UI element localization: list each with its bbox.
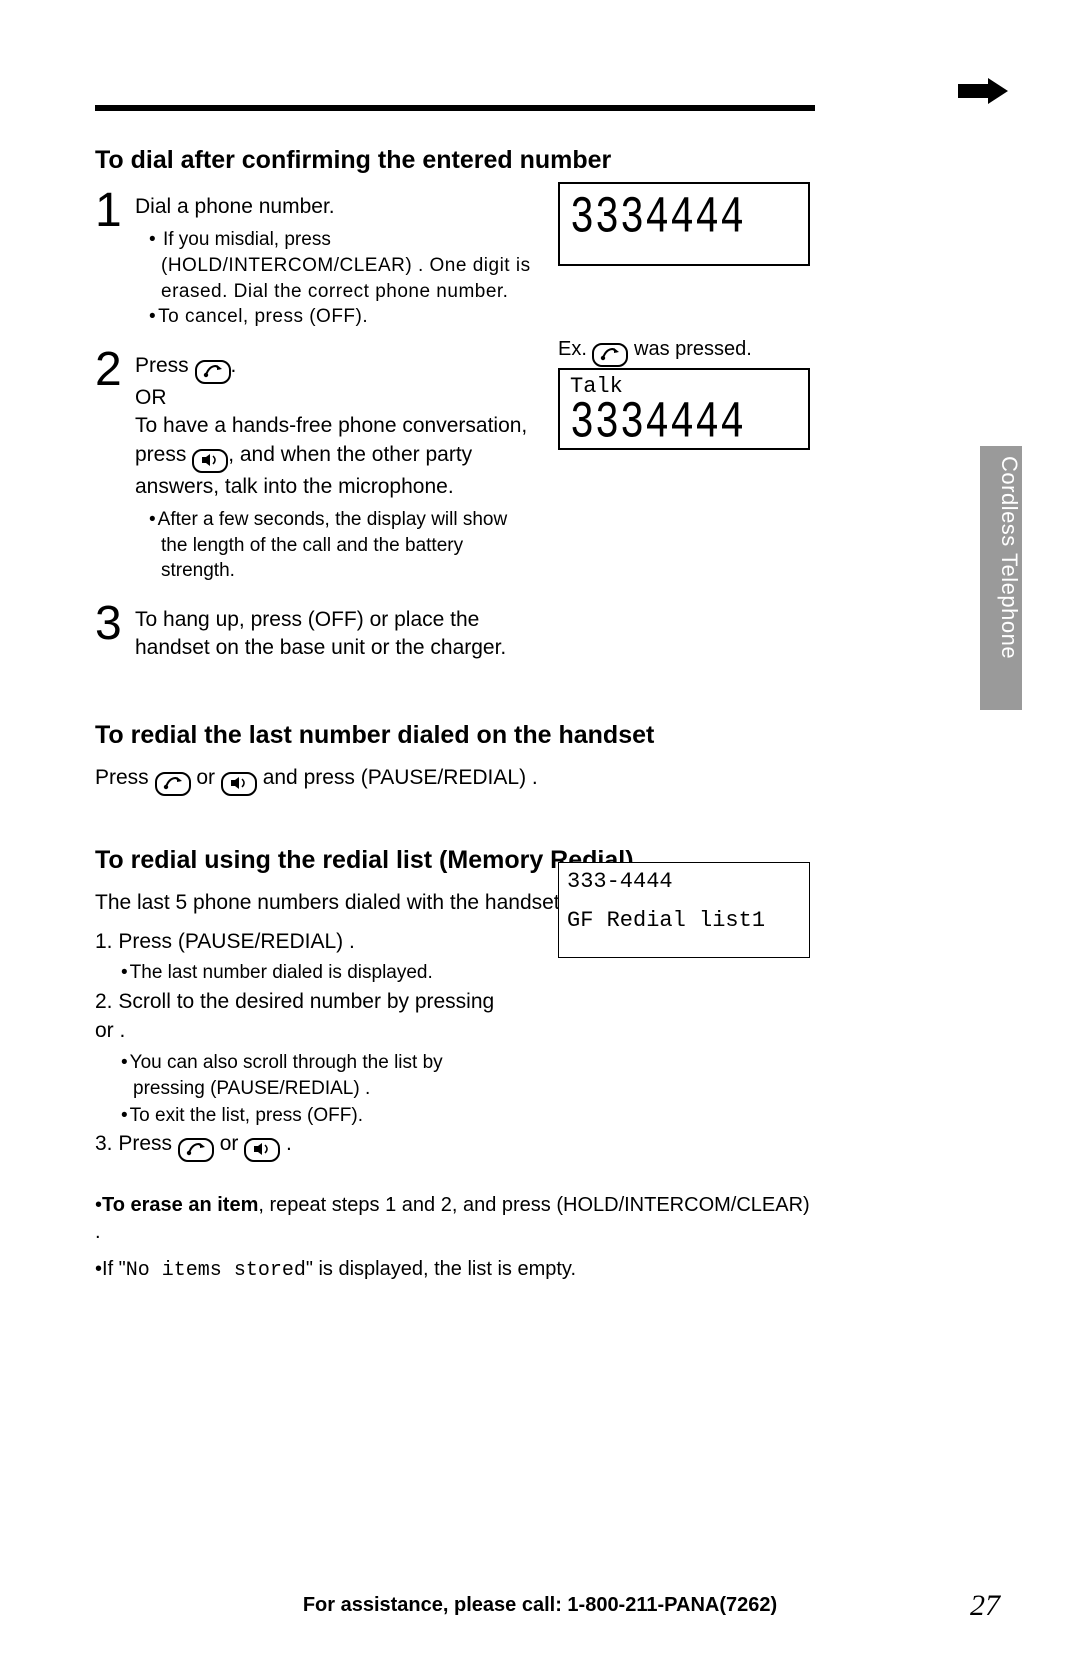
- step3-text: To hang up, press (OFF) or place the han…: [135, 606, 535, 663]
- step-1: 1 Dial a phone number. If you misdial, p…: [95, 189, 535, 330]
- step-number: 3: [95, 602, 135, 646]
- lcd-text: 3334444: [570, 395, 798, 454]
- text: or: [214, 1132, 244, 1155]
- step2-line1: Press .: [135, 352, 535, 384]
- text: (HOLD/INTERCOM/CLEAR) . One digit is era…: [161, 253, 535, 304]
- speaker-icon: [221, 772, 257, 796]
- section-side-tab: Cordless Telephone: [980, 446, 1022, 710]
- text: .: [231, 354, 237, 377]
- step-number: 1: [95, 189, 135, 233]
- example-label: Ex. was pressed.: [558, 338, 752, 367]
- text: If you misdial, press: [163, 229, 331, 250]
- speaker-icon: [244, 1138, 280, 1162]
- step-2: 2 Press . OR To have a hands-free phone …: [95, 348, 535, 584]
- step1-main: Dial a phone number.: [135, 193, 535, 221]
- next-page-arrow: [958, 78, 1008, 109]
- empty-note: •If "No items stored" is displayed, the …: [95, 1256, 815, 1284]
- lcd-text: GF Redial list1: [567, 908, 801, 933]
- erase-note: •To erase an item, repeat steps 1 and 2,…: [95, 1192, 815, 1246]
- text: Press: [135, 354, 195, 377]
- s3-step2: 2. Scroll to the desired number by press…: [95, 987, 515, 1046]
- step1-bullet1: If you misdial, press (HOLD/INTERCOM/CLE…: [149, 227, 535, 304]
- section2-title: To redial the last number dialed on the …: [95, 721, 815, 750]
- text: .: [280, 1132, 292, 1155]
- text: " is displayed, the list is empty.: [306, 1258, 576, 1280]
- step2-line3: To have a hands-free phone conversation,…: [135, 412, 535, 501]
- lcd-display-3: 333-4444 GF Redial list1: [558, 862, 810, 958]
- speaker-icon: [192, 449, 228, 473]
- step2-bullet: After a few seconds, the display will sh…: [149, 507, 535, 584]
- step-number: 2: [95, 348, 135, 392]
- text: To erase an item: [102, 1194, 258, 1216]
- s3-step2-bullet2: To exit the list, press (OFF).: [121, 1103, 515, 1130]
- footer-assistance: For assistance, please call: 1-800-211-P…: [0, 1594, 1080, 1617]
- text: No items stored: [126, 1259, 306, 1282]
- talk-icon: [592, 343, 628, 367]
- lcd-display-2: Talk 3334444: [558, 368, 810, 450]
- text: and press (PAUSE/REDIAL) .: [257, 766, 538, 789]
- talk-icon: [178, 1138, 214, 1162]
- section2-line: Press or and press (PAUSE/REDIAL) .: [95, 764, 815, 796]
- talk-icon: [155, 772, 191, 796]
- text: or: [191, 766, 221, 789]
- talk-icon: [195, 360, 231, 384]
- step-3: 3 To hang up, press (OFF) or place the h…: [95, 602, 535, 663]
- text: Ex.: [558, 338, 592, 360]
- s3-step1-bullet: The last number dialed is displayed.: [121, 960, 515, 987]
- lcd-display-1: 3334444: [558, 182, 810, 266]
- s3-step1: 1. Press (PAUSE/REDIAL) .: [95, 927, 515, 956]
- header-rule: [95, 105, 815, 111]
- step2-or: OR: [135, 384, 535, 412]
- step1-bullet2: To cancel, press (OFF).: [149, 304, 535, 330]
- page-number: 27: [970, 1589, 1000, 1623]
- lcd-text: 3334444: [570, 190, 798, 249]
- s3-step3: 3. Press or .: [95, 1129, 515, 1162]
- text: 3. Press: [95, 1132, 178, 1155]
- text: If ": [102, 1258, 126, 1280]
- s3-step2-bullet1: You can also scroll through the list by …: [121, 1050, 515, 1103]
- text: was pressed.: [628, 338, 751, 360]
- section1-title: To dial after confirming the entered num…: [95, 146, 815, 175]
- text: Press: [95, 766, 155, 789]
- lcd-text: 333-4444: [567, 869, 801, 894]
